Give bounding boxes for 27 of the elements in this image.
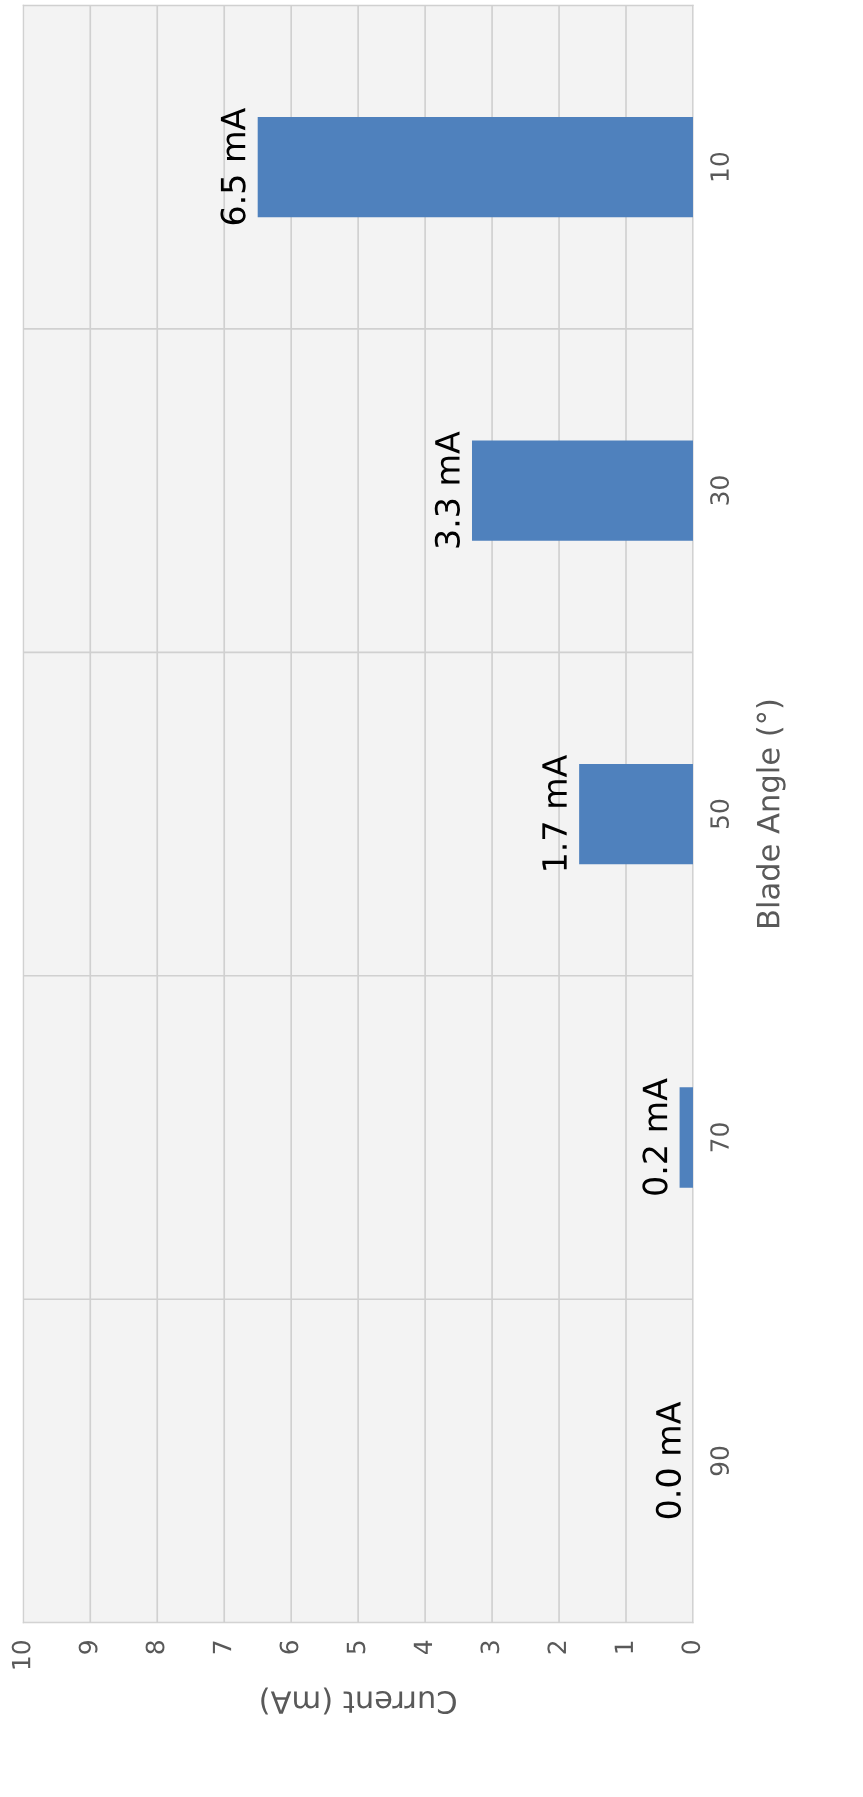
y-tick-label: 30: [710, 476, 730, 505]
y-tick-label: 10: [710, 152, 730, 181]
x-tick-label: 3: [480, 1641, 500, 1654]
x-tick-label: 9: [78, 1641, 98, 1654]
bar: [679, 1087, 693, 1188]
x-tick-label: 5: [346, 1641, 366, 1654]
x-tick-label: 6: [279, 1640, 299, 1654]
data-label: 3.3 mA: [434, 431, 460, 548]
data-label: 0.2 mA: [642, 1078, 668, 1195]
data-label: 0.0 mA: [655, 1401, 681, 1519]
x-tick-label: 1: [614, 1641, 633, 1653]
x-tick-label: 2: [547, 1641, 566, 1654]
x-tick-label: 8: [145, 1641, 165, 1654]
data-label: 1.7 mA: [542, 754, 567, 870]
x-tick-label: 10: [11, 1641, 31, 1669]
y-axis-title: Blade Angle (°): [756, 700, 786, 927]
bar: [257, 116, 693, 218]
x-tick-label: 0: [681, 1641, 701, 1654]
y-tick-label: 50: [710, 799, 730, 829]
x-tick-label: 4: [413, 1640, 433, 1655]
y-tick-label: 70: [710, 1123, 730, 1152]
data-label: 6.5 mA: [220, 107, 246, 225]
bar: [471, 440, 693, 541]
x-tick-label: 7: [212, 1641, 232, 1654]
bar: [579, 763, 693, 865]
y-tick-label: 90: [710, 1446, 730, 1476]
x-axis-title: Current (mA): [261, 1687, 456, 1715]
